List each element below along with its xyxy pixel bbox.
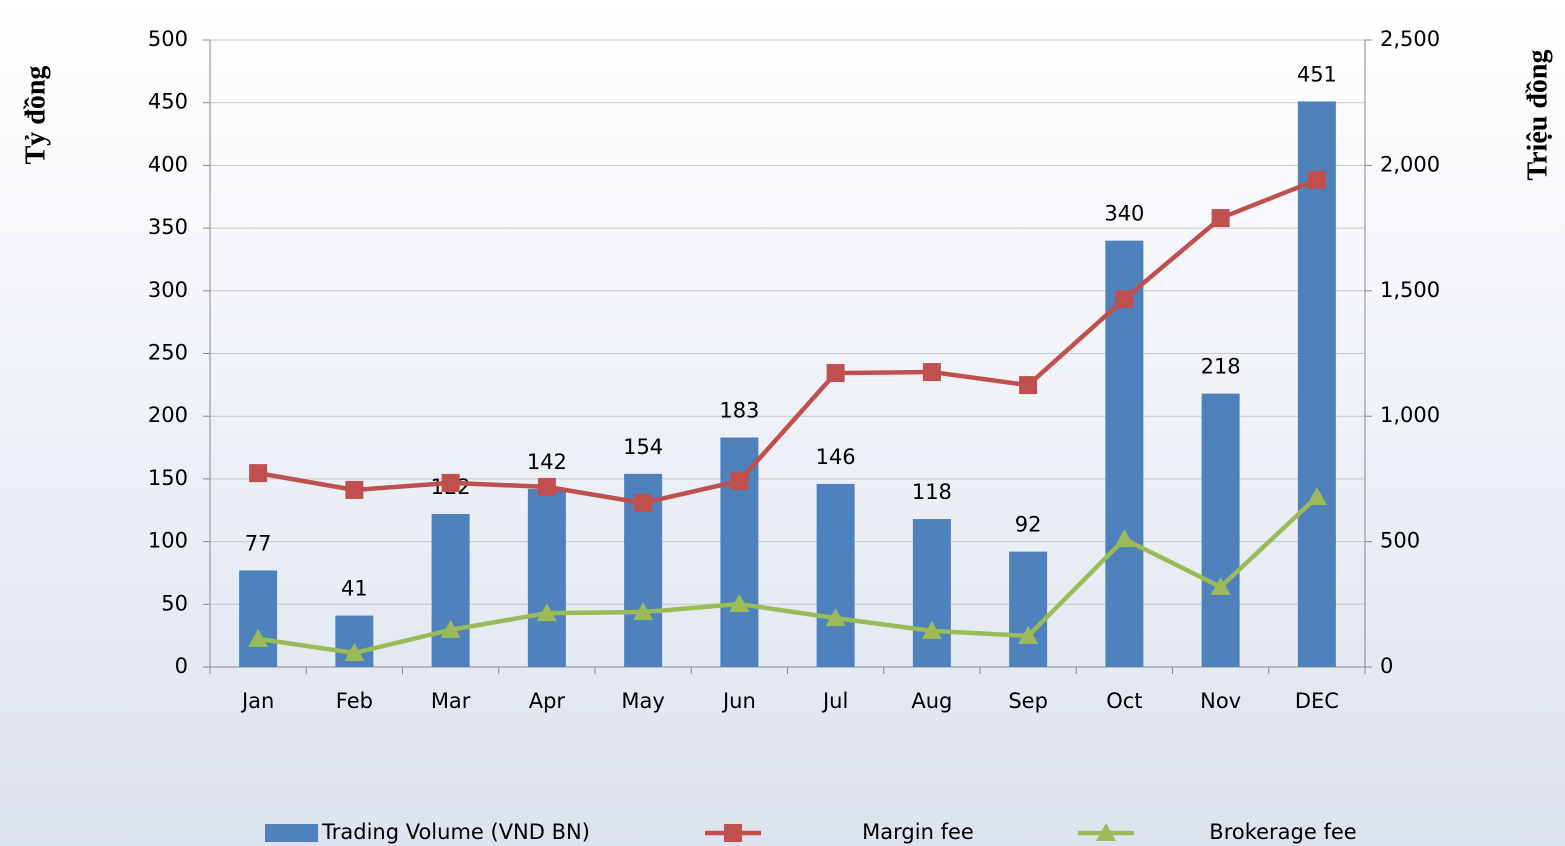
marker: [441, 473, 460, 492]
marker: [1019, 376, 1038, 395]
marker: [921, 620, 942, 639]
line: [257, 495, 1319, 656]
marker: [729, 594, 750, 613]
x-tick-label: Aug: [911, 689, 952, 713]
y2-tick-label: 2,000: [1380, 152, 1440, 176]
marker: [248, 628, 269, 647]
marker: [1210, 576, 1231, 595]
y2-tick-label: 500: [1380, 529, 1420, 553]
x-tick-label: Mar: [431, 689, 471, 713]
y2-tick-label: 1,500: [1380, 278, 1440, 302]
data-label: 154: [623, 435, 663, 459]
y-tick-label: 0: [175, 654, 188, 678]
bar: [239, 570, 278, 667]
marker: [440, 619, 461, 638]
x-tick-label: Jun: [721, 689, 756, 713]
marker: [345, 480, 364, 499]
marker: [730, 471, 749, 490]
y2-axis-title: Triệu đồng: [1522, 50, 1553, 181]
marker: [249, 464, 268, 483]
data-label: 183: [719, 399, 759, 423]
marker: [1307, 170, 1326, 189]
y2-tick-label: 2,500: [1380, 27, 1440, 51]
marker: [1306, 486, 1327, 505]
y-tick-label: 450: [148, 90, 188, 114]
bar: [431, 514, 470, 667]
y-tick-label: 200: [148, 403, 188, 427]
x-tick-label: Jul: [821, 689, 848, 713]
marker: [634, 493, 653, 512]
y-tick-label: 350: [148, 215, 188, 239]
y2-tick-label: 0: [1380, 654, 1393, 678]
legend-label: Margin fee: [862, 820, 974, 844]
y-tick-label: 150: [148, 466, 188, 490]
y-tick-label: 100: [148, 529, 188, 553]
data-label: 41: [341, 577, 368, 601]
bar: [912, 519, 951, 667]
x-tick-label: Oct: [1106, 689, 1142, 713]
data-label: 146: [816, 445, 856, 469]
line: [257, 177, 1318, 506]
x-tick-label: Nov: [1200, 689, 1241, 713]
bar: [1009, 551, 1048, 667]
data-label: 118: [912, 480, 952, 504]
data-label: 77: [245, 531, 272, 555]
y2-tick-label: 1,000: [1380, 403, 1440, 427]
legend-label: Brokerage fee: [1209, 820, 1356, 844]
data-label: 142: [527, 450, 567, 474]
marker: [922, 363, 941, 382]
data-label: 451: [1297, 62, 1337, 86]
y-tick-label: 300: [148, 278, 188, 302]
marker: [344, 642, 365, 661]
y-tick-label: 50: [161, 591, 188, 615]
bar: [816, 483, 855, 667]
bar: [1201, 393, 1240, 667]
x-tick-label: DEC: [1295, 689, 1339, 713]
x-tick-label: Apr: [529, 689, 566, 713]
marker: [825, 608, 846, 627]
data-label: 92: [1015, 513, 1042, 537]
y-tick-label: 250: [148, 341, 188, 365]
marker: [1114, 529, 1135, 548]
legend-swatch: [265, 824, 318, 842]
y-axis-title: Tỷ đồng: [20, 66, 51, 165]
x-tick-label: Feb: [336, 689, 373, 713]
legend-marker: [1096, 823, 1116, 841]
y-tick-label: 400: [148, 152, 188, 176]
x-tick-label: May: [621, 689, 664, 713]
x-tick-label: Sep: [1008, 689, 1048, 713]
data-label: 340: [1104, 202, 1144, 226]
legend-label: Trading Volume (VND BN): [321, 820, 590, 844]
x-tick-label: Jan: [240, 689, 274, 713]
marker: [826, 364, 845, 383]
marker: [536, 603, 557, 622]
data-label: 218: [1201, 355, 1241, 379]
marker: [1018, 625, 1039, 644]
bar: [527, 488, 566, 667]
marker: [633, 602, 654, 621]
bar: [1297, 101, 1336, 668]
marker: [537, 477, 556, 496]
marker: [1115, 290, 1134, 309]
marker: [1211, 209, 1230, 228]
y-tick-label: 500: [148, 27, 188, 51]
legend-marker: [724, 824, 742, 842]
